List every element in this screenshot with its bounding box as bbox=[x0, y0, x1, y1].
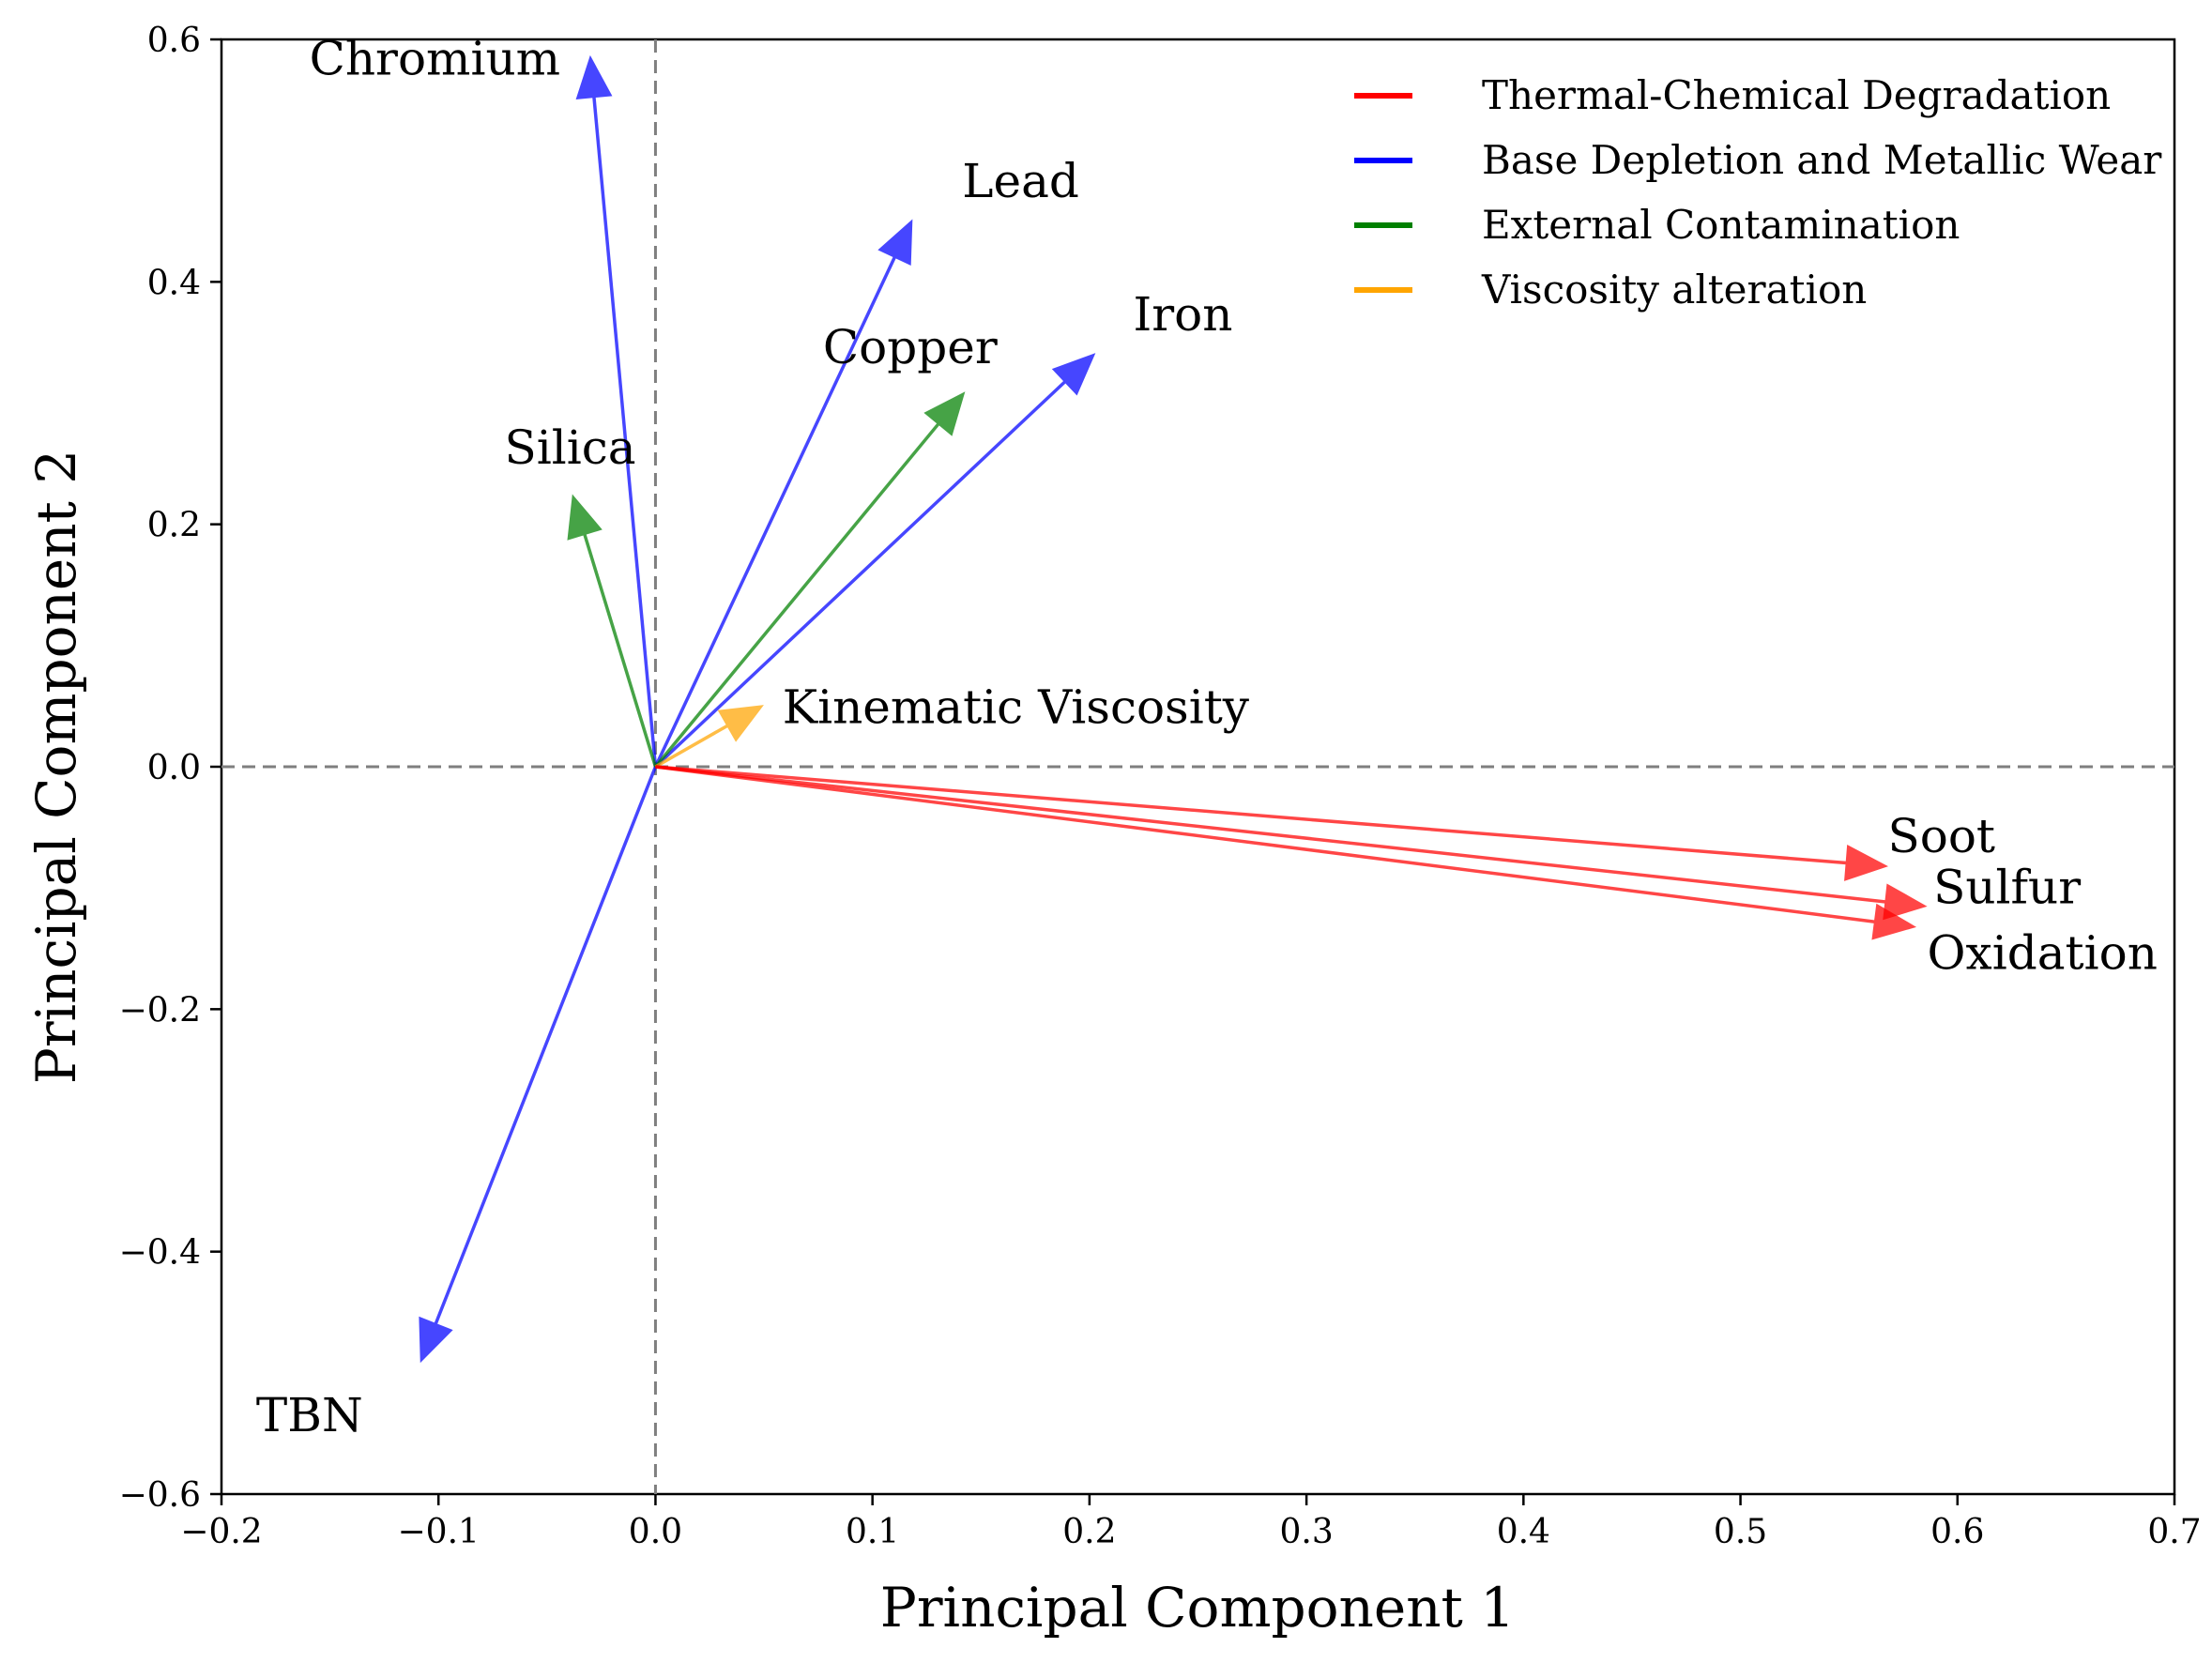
plot-area: Chromium Lead Iron TBN Copper Silica Kinematic… bbox=[220, 31, 2176, 1496]
x-tick-label: 0.2 bbox=[1062, 1513, 1116, 1551]
vector-chromium bbox=[575, 54, 658, 768]
vector-head-sulfur bbox=[1883, 883, 1928, 921]
label-silica: Silica bbox=[505, 420, 636, 475]
y-axis-ticks: −0.6 −0.4 −0.2 0.0 0.2 0.4 0.6 bbox=[119, 22, 221, 1515]
vector-shaft-oxidation bbox=[655, 765, 1876, 923]
vector-kinematic-viscosity bbox=[654, 705, 764, 769]
label-tbn: TBN bbox=[256, 1388, 363, 1442]
loading-vectors bbox=[419, 54, 1928, 1364]
label-copper: Copper bbox=[823, 320, 998, 374]
label-kinematic-viscosity: Kinematic Viscosity bbox=[783, 679, 1250, 734]
vector-copper bbox=[654, 391, 966, 769]
x-axis-ticks: −0.2 −0.1 0.0 0.1 0.2 0.3 0.4 0.5 0.6 0.7 bbox=[180, 1494, 2202, 1551]
x-axis-label: Principal Component 1 bbox=[880, 1576, 1515, 1640]
vector-head-silica bbox=[567, 494, 603, 541]
y-tick-label: −0.2 bbox=[119, 991, 201, 1030]
vector-shaft-soot bbox=[655, 765, 1847, 865]
y-tick-label: 0.4 bbox=[147, 264, 201, 302]
legend-label-external-contamination: External Contamination bbox=[1482, 202, 1960, 248]
label-soot: Soot bbox=[1887, 809, 1995, 863]
vector-labels: Chromium Lead Iron TBN Copper Silica Kinematic… bbox=[256, 31, 2158, 1442]
vector-head-oxidation bbox=[1871, 903, 1917, 940]
x-tick-label: 0.5 bbox=[1714, 1513, 1767, 1551]
vector-head-kinematic-viscosity bbox=[717, 705, 764, 742]
x-tick-label: 0.1 bbox=[846, 1513, 899, 1551]
x-tick-label: −0.2 bbox=[180, 1513, 262, 1551]
vector-head-iron bbox=[1051, 353, 1096, 396]
vector-shaft-tbn bbox=[434, 766, 658, 1325]
reference-lines bbox=[221, 39, 2174, 1494]
vector-head-chromium bbox=[575, 54, 613, 99]
x-tick-label: 0.0 bbox=[629, 1513, 682, 1551]
y-tick-label: −0.6 bbox=[119, 1476, 201, 1515]
vector-head-soot bbox=[1844, 845, 1889, 881]
vector-shaft-silica bbox=[583, 533, 658, 768]
legend-label-base-depletion-and-metallic-wear: Base Depletion and Metallic Wear bbox=[1482, 137, 2162, 183]
vector-shaft-chromium bbox=[592, 97, 658, 768]
vector-shaft-copper bbox=[654, 422, 940, 769]
y-tick-label: 0.6 bbox=[147, 22, 201, 60]
y-tick-label: −0.4 bbox=[119, 1234, 201, 1273]
y-tick-label: 0.0 bbox=[147, 749, 201, 787]
x-tick-label: 0.3 bbox=[1279, 1513, 1333, 1551]
vector-shaft-lead bbox=[653, 256, 897, 768]
vector-head-lead bbox=[877, 219, 913, 266]
x-tick-label: 0.7 bbox=[2147, 1513, 2201, 1551]
vector-lead bbox=[653, 219, 913, 768]
vector-iron bbox=[654, 353, 1096, 769]
legend-label-viscosity-alteration: Viscosity alteration bbox=[1481, 267, 1867, 313]
vector-shaft-sulfur bbox=[655, 765, 1886, 904]
vector-oxidation bbox=[655, 765, 1917, 940]
label-lead: Lead bbox=[962, 154, 1079, 208]
x-tick-label: 0.6 bbox=[1930, 1513, 1984, 1551]
x-tick-label: 0.4 bbox=[1497, 1513, 1550, 1551]
y-axis-label: Principal Component 2 bbox=[24, 450, 88, 1084]
vector-sulfur bbox=[655, 765, 1928, 921]
vector-soot bbox=[655, 765, 1889, 881]
label-iron: Iron bbox=[1134, 287, 1233, 342]
label-chromium: Chromium bbox=[310, 31, 560, 85]
legend-label-thermal-chemical-degradation: Thermal-Chemical Degradation bbox=[1482, 72, 2111, 118]
vector-shaft-iron bbox=[654, 380, 1067, 769]
vector-silica bbox=[567, 494, 658, 768]
y-tick-label: 0.2 bbox=[147, 507, 201, 545]
label-oxidation: Oxidation bbox=[1928, 926, 2158, 981]
vector-shaft-kinematic-viscosity bbox=[654, 724, 729, 769]
x-tick-label: −0.1 bbox=[398, 1513, 480, 1551]
label-sulfur: Sulfur bbox=[1933, 861, 2081, 915]
vector-head-tbn bbox=[419, 1316, 453, 1364]
vector-tbn bbox=[419, 766, 658, 1364]
legend: Thermal-Chemical Degradation Base Depleti… bbox=[1354, 72, 2162, 313]
vector-head-copper bbox=[923, 391, 966, 436]
